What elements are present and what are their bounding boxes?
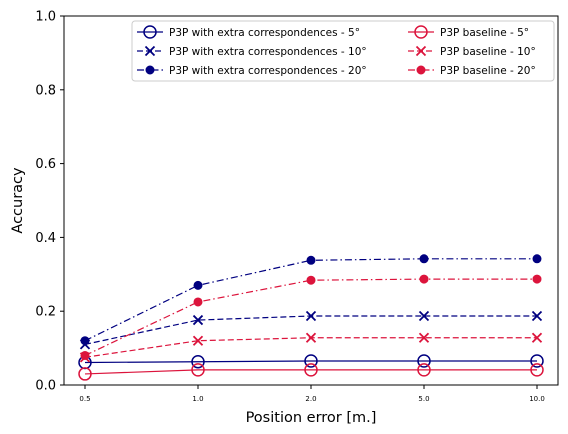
data-point (531, 332, 543, 343)
data-point (418, 332, 430, 343)
data-point (532, 274, 542, 284)
legend-item: P3P baseline - 10° (408, 45, 536, 58)
y-axis-ticks: 0.0 0.2 0.4 0.6 0.8 1.0 (35, 10, 64, 394)
x-axis-label: Position error [m.] (246, 410, 377, 426)
series-0 (78, 354, 544, 370)
series-line (84, 369, 537, 375)
legend-item: P3P with extra correspondences - 20° (137, 65, 367, 77)
legend-label: P3P with extra correspondences - 20° (169, 65, 367, 77)
data-point (531, 310, 543, 322)
data-point (191, 363, 205, 377)
data-point (80, 336, 90, 346)
series-line (84, 315, 537, 345)
y-tick-label: 0.4 (35, 231, 56, 246)
x-tick-label: 0.5 (79, 395, 90, 403)
legend-item: P3P with extra correspondences - 5° (137, 25, 360, 39)
x-tick-label: 5.0 (418, 395, 429, 403)
data-point (530, 354, 544, 368)
x-tick-label: 10.0 (529, 395, 545, 403)
legend-label: P3P baseline - 5° (440, 27, 529, 39)
data-point (193, 280, 203, 290)
series-4 (79, 332, 543, 363)
legend-marker (415, 45, 427, 57)
legend-item: P3P with extra correspondences - 10° (137, 45, 367, 58)
legend-label: P3P with extra correspondences - 10° (169, 46, 367, 58)
legend-marker (416, 65, 426, 75)
data-point (306, 275, 316, 285)
legend: P3P with extra correspondences - 5° P3P w… (131, 20, 555, 82)
series-line (84, 258, 537, 342)
data-point (419, 274, 429, 284)
legend-item: P3P baseline - 5° (408, 25, 529, 39)
legend-label: P3P baseline - 10° (440, 46, 536, 58)
data-point (78, 367, 92, 381)
data-point (192, 314, 204, 326)
series-5 (80, 274, 542, 360)
y-tick-label: 1.0 (35, 10, 56, 25)
data-point (80, 350, 90, 360)
data-point (417, 354, 431, 368)
legend-marker (144, 45, 156, 57)
data-point (532, 254, 542, 264)
x-axis-ticks: 0.5 1.0 2.0 5.0 10.0 (79, 385, 545, 403)
series-line (84, 278, 537, 357)
legend-label: P3P baseline - 20° (440, 65, 536, 77)
series-1 (79, 310, 543, 350)
data-point (193, 297, 203, 307)
legend-label: P3P with extra correspondences - 5° (169, 27, 360, 39)
legend-item: P3P baseline - 20° (408, 65, 536, 77)
data-point (304, 363, 318, 377)
data-point (305, 310, 317, 322)
y-tick-label: 0.6 (35, 157, 56, 172)
legend-box (131, 20, 555, 82)
data-point (530, 363, 544, 377)
x-tick-label: 1.0 (192, 395, 203, 403)
y-tick-label: 0.2 (35, 305, 56, 320)
data-point (417, 363, 431, 377)
data-point (191, 355, 205, 369)
legend-marker (145, 65, 155, 75)
data-point (304, 354, 318, 368)
y-tick-label: 0.0 (35, 379, 56, 394)
series-line (84, 360, 537, 364)
series-2 (80, 254, 542, 346)
legend-marker (414, 25, 428, 39)
legend-marker (143, 25, 157, 39)
y-tick-label: 0.8 (35, 83, 56, 98)
series-layer (78, 254, 544, 381)
data-point (192, 335, 204, 346)
data-point (305, 332, 317, 343)
data-point (419, 254, 429, 264)
series-3 (78, 363, 544, 381)
data-point (306, 255, 316, 265)
data-point (418, 310, 430, 322)
x-tick-label: 2.0 (305, 395, 316, 403)
y-axis-label: Accuracy (10, 167, 26, 234)
